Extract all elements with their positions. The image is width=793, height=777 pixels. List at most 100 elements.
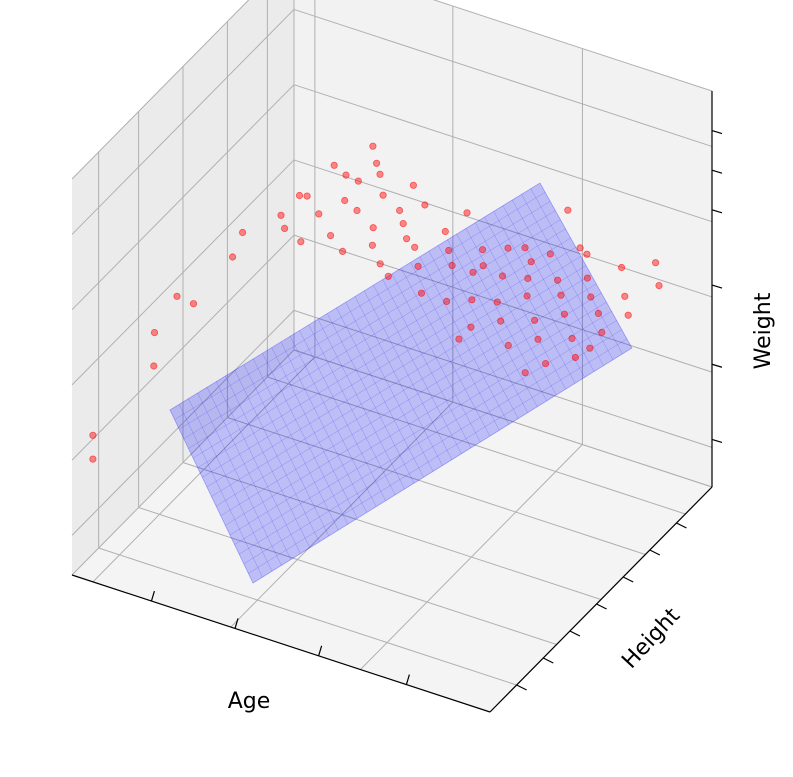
data-point [326,232,335,240]
plane-mesh-line [419,256,510,425]
plane-mesh-line [512,199,604,366]
data-point [338,247,347,255]
data-point [530,316,539,324]
z-tick [711,363,723,368]
data-point [409,181,417,189]
axis-lines [71,91,723,713]
plane-mesh-line [174,191,546,420]
data-point [369,224,377,232]
x-tick [318,645,323,657]
data-point [463,209,471,217]
y-tick [569,630,581,637]
plane-mesh-line [220,283,597,516]
scatter-points [89,142,663,463]
data-point [583,274,592,282]
grid-line-z [293,84,713,223]
plane-mesh-line [225,292,602,526]
plane-mesh-line [262,353,348,525]
data-point [384,272,392,280]
y-tick [516,684,527,691]
x-tick [234,618,239,629]
plane-mesh-line [188,219,561,449]
grid-line-z [71,159,295,386]
data-point [455,335,463,343]
data-point [448,261,456,270]
data-point [414,262,422,270]
plane-mesh-line [211,265,587,497]
data-point [417,289,426,297]
grid-line-z [71,0,250,180]
data-point [354,177,362,185]
data-point [587,293,595,301]
grid-line-z [293,349,713,488]
data-point [479,262,487,270]
data-point [150,328,159,337]
z-tick [711,209,723,214]
data-point [376,260,384,268]
data-point [89,431,97,439]
data-point [150,362,158,370]
data-point [315,210,323,218]
grid-line-y [267,376,686,515]
plane-mesh-line [290,336,377,507]
data-point [295,191,304,200]
data-point [524,274,532,282]
grid-line-z [293,8,713,147]
data-point [379,191,387,199]
data-point [369,142,377,150]
data-point [468,296,476,304]
plane-mesh-line [530,188,623,354]
plane-mesh-line [179,201,551,430]
data-point [621,292,629,300]
data-point [617,263,626,272]
data-point [277,211,285,219]
data-point [229,253,237,261]
plane-mesh-line [484,216,576,384]
y-tick [596,603,607,610]
y-axis-line [489,486,713,713]
data-point [478,246,487,254]
z-axis-label: Weight [751,292,776,369]
plane-mesh-line [234,311,612,545]
y-tick [543,657,554,664]
data-point [553,276,562,284]
plane-mesh-line [308,324,396,495]
plane-mesh-line [197,237,571,468]
data-point [89,455,97,463]
y-tick [622,576,634,583]
z-tick [711,169,723,174]
plane-mesh-line [188,398,273,572]
data-point [521,244,529,252]
grid-line-y [98,547,517,686]
grid-line-z [293,234,713,373]
data-point [541,359,550,368]
data-point [583,250,591,258]
z-tick [711,438,723,444]
grid-line-z [71,349,295,576]
data-point [399,220,407,228]
data-point [376,170,384,178]
plane-mesh-line [428,250,519,419]
plane-mesh-line [521,194,614,360]
data-point [546,250,554,258]
x-tick [405,674,410,685]
data-point [493,298,501,306]
data-point [497,317,505,325]
x-axis-label: Age [228,689,271,714]
data-point [239,228,247,237]
data-point [534,335,542,343]
data-point [297,238,305,246]
plane-mesh-line [192,228,566,459]
plane-mesh-line [345,302,434,472]
data-point [498,272,507,280]
plane-mesh-line [215,274,592,507]
data-point [411,243,419,251]
plane-mesh-line [243,364,330,537]
data-point [469,268,477,276]
plane-mesh-line [317,319,405,490]
data-point [594,309,603,317]
plane-mesh-line [456,233,547,401]
grid-line-y [138,507,557,645]
plane-mesh-line [179,404,263,578]
